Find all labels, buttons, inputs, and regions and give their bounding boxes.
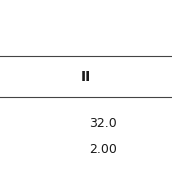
Text: 2.00: 2.00 xyxy=(89,143,117,156)
Text: 32.0: 32.0 xyxy=(89,117,117,130)
Text: II: II xyxy=(81,69,91,84)
